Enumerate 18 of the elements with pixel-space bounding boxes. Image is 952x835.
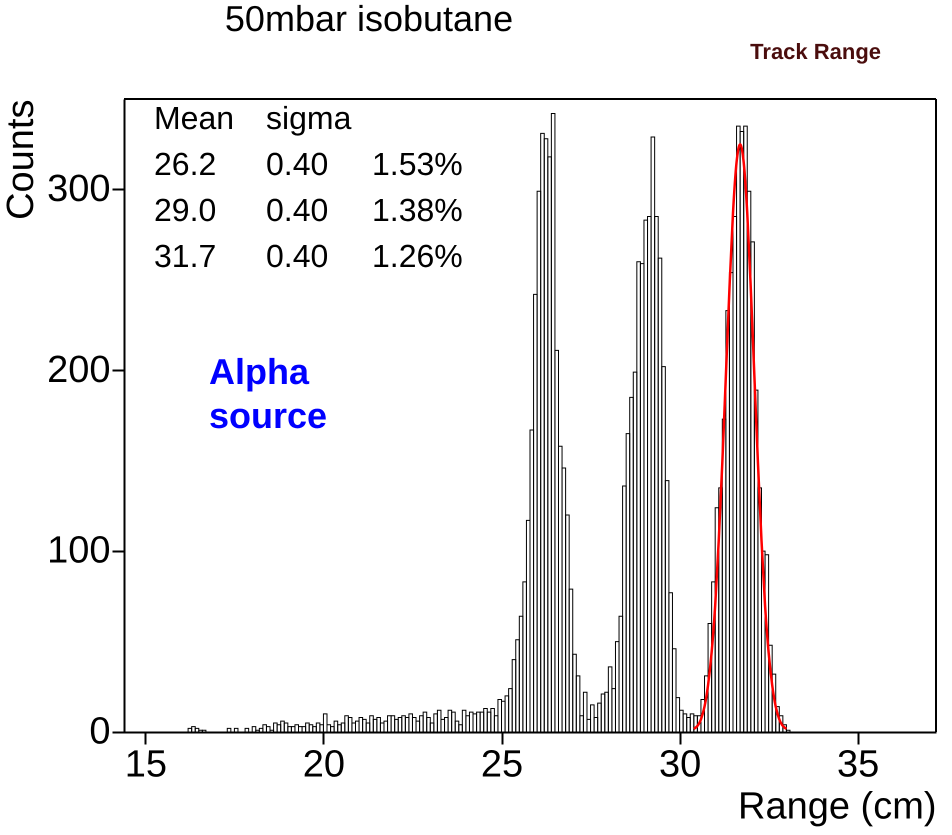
chart-title: 50mbar isobutane [224,0,514,39]
annotation: Mean sigma [154,100,352,136]
y-tick-label: 200 [47,348,110,391]
x-tick-label: 30 [658,744,702,786]
y-tick-label: 0 [89,710,110,752]
x-tick-label: 35 [837,744,880,786]
x-axis-title: Range (cm) [738,786,936,828]
text: 31.7 0.40 1.26% [154,238,463,274]
y-tick-label: 300 [47,168,110,210]
y-tick-label: 100 [47,530,110,572]
chart-subtitle: Track Range [750,39,881,64]
text: 26.2 0.40 1.53% [154,146,463,182]
annotation: Alpha source [209,351,328,436]
y-axis-title: Counts [0,100,42,220]
x-tick-label: 15 [124,744,168,786]
text: 29.0 0.40 1.38% [154,192,463,228]
x-tick-label: 25 [480,744,524,786]
x-tick-label: 20 [302,744,346,786]
